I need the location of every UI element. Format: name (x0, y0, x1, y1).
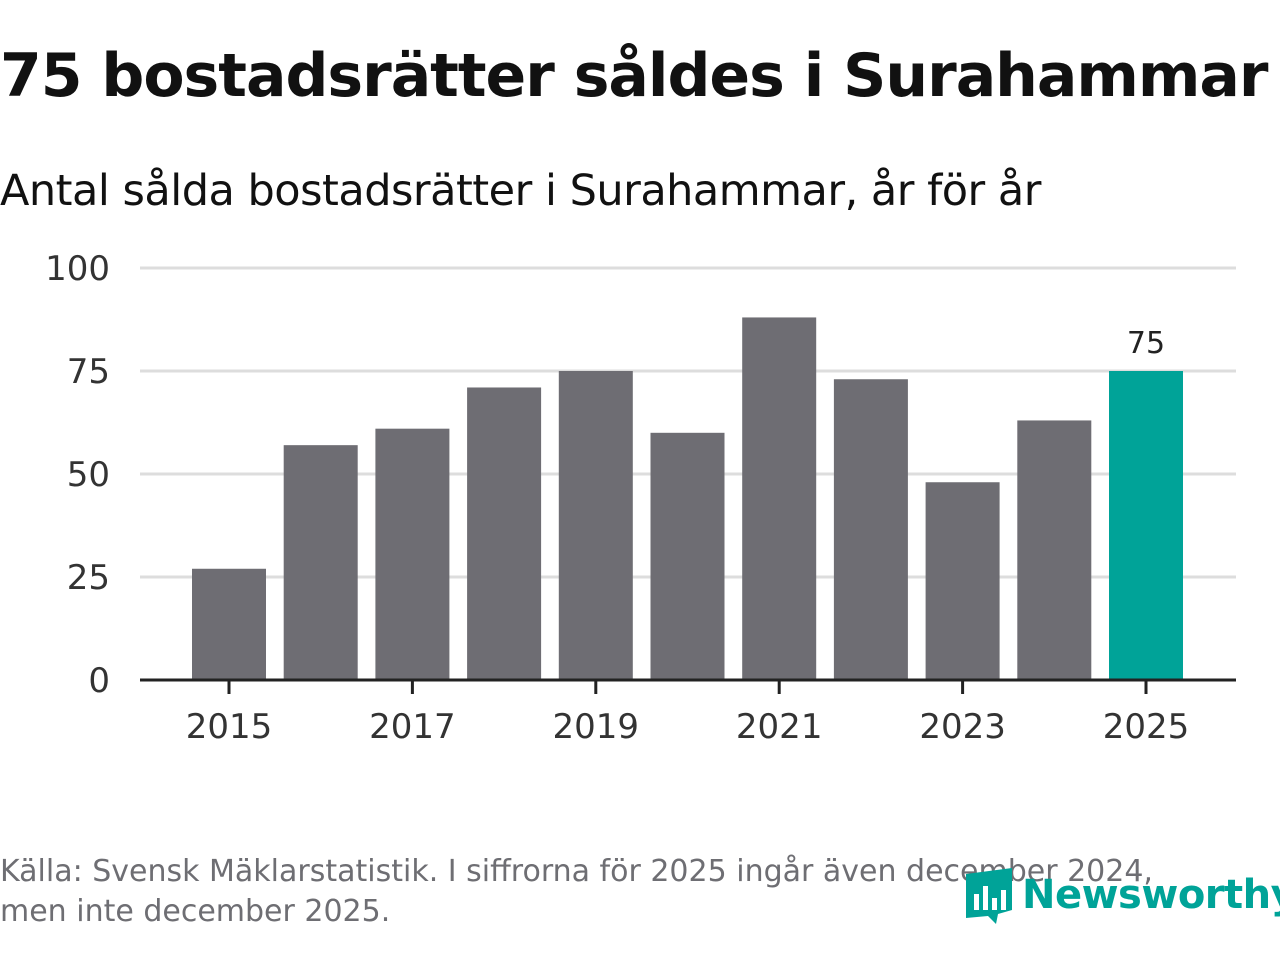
y-tick-label-25: 25 (67, 558, 110, 598)
source-line-2: men inte december 2025. (0, 894, 391, 929)
x-tick-label-2015: 2015 (186, 707, 273, 747)
y-tick-label-75: 75 (67, 352, 110, 392)
bar-2019 (558, 371, 633, 680)
newsworthy-bar-chart-icon (966, 868, 1012, 924)
bar-2025 (1109, 371, 1183, 680)
x-tick-label-2023: 2023 (919, 707, 1006, 747)
bars (192, 317, 1183, 680)
bar-2023 (925, 482, 1000, 680)
bar-2022 (833, 379, 908, 680)
bar-2018 (467, 387, 542, 680)
y-tick-label-50: 50 (67, 455, 110, 495)
labels: 0 25 50 75 100 2015 2017 2019 2021 2023 2025 75 (45, 249, 1189, 747)
x-axis (140, 678, 1236, 694)
x-tick-label-2025: 2025 (1103, 707, 1190, 747)
y-tick-label-0: 0 (88, 661, 110, 701)
chart-title: 75 bostadsrätter såldes i Surahammar (0, 41, 1269, 111)
bar-2024 (1017, 420, 1092, 680)
source-note: Källa: Svensk Mäklarstatistik. I siffror… (0, 852, 1220, 932)
bar-chart: 0 25 50 75 100 2015 2017 2019 2021 2023 2025 75 (45, 249, 1236, 747)
bar-2016 (283, 445, 358, 680)
chart-subtitle: Antal sålda bostadsrätter i Surahammar, … (0, 166, 1041, 216)
newsworthy-logo: Newsworthy (962, 862, 1280, 928)
logo-text: Newsworthy (1022, 872, 1280, 918)
source-line-1: Källa: Svensk Mäklarstatistik. I siffror… (0, 854, 1153, 889)
data-label-2025: 75 (1127, 326, 1165, 361)
bar-2015 (192, 568, 266, 680)
x-tick-label-2019: 2019 (553, 707, 640, 747)
bar-2021 (742, 317, 817, 680)
bar-2017 (375, 428, 450, 680)
x-tick-label-2017: 2017 (369, 707, 456, 747)
y-tick-label-100: 100 (45, 249, 110, 289)
x-tick-label-2021: 2021 (736, 707, 823, 747)
bar-2020 (650, 432, 725, 680)
